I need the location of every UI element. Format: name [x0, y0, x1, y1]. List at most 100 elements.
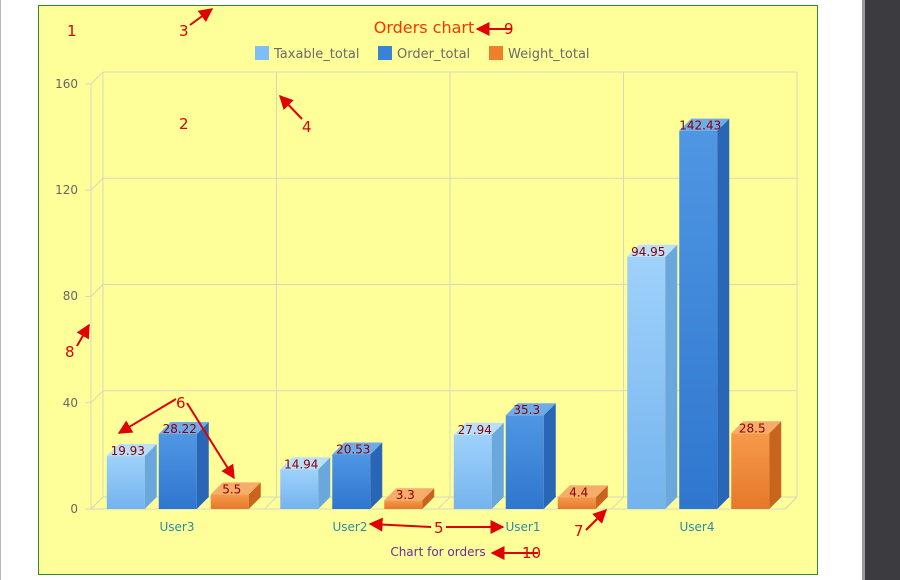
x-category-label: User1: [506, 520, 541, 534]
x-tick-mark: [437, 496, 451, 510]
bar-front: [627, 256, 666, 509]
x-category-label: User4: [680, 520, 715, 534]
bar-side: [595, 485, 608, 509]
data-label: 94.95: [631, 245, 665, 259]
annotation-arrow-6-left: [117, 398, 177, 434]
bar: [627, 244, 678, 509]
grid-line: [90, 177, 104, 191]
x-axis-categories: User3 User2 User1 User4: [160, 520, 715, 534]
annotation-arrow-7: [585, 509, 607, 531]
annotation-number-4: 4: [302, 118, 312, 136]
bar: [384, 488, 435, 509]
data-label: 4.4: [569, 485, 588, 499]
bar-top: [384, 488, 435, 501]
annotation-arrow-8: [76, 323, 90, 347]
data-label: 3.3: [396, 488, 415, 502]
bar-side: [717, 118, 730, 509]
y-tick-label: 80: [63, 289, 78, 303]
annotation-number-1: 1: [67, 22, 77, 40]
x-tick-mark: [90, 496, 104, 510]
data-labels: 19.93 28.22 5.5 14.94 20.53 3.3 27.94 35.3 4.4 94…: [111, 119, 766, 503]
grid-line: [90, 71, 104, 85]
data-label: 5.5: [222, 482, 241, 496]
legend-label-order: Order_total: [397, 47, 470, 62]
grid-line: [90, 284, 104, 297]
bar-side: [769, 421, 782, 509]
data-label: 27.94: [458, 423, 492, 437]
bar: [505, 403, 556, 509]
floor-right-line: [784, 496, 798, 510]
bar: [106, 444, 157, 509]
annotation-arrow-3: [189, 8, 214, 26]
bar-front: [280, 469, 319, 509]
bar: [731, 421, 782, 509]
annotation-number-6: 6: [176, 394, 186, 412]
data-label: 35.3: [513, 403, 540, 417]
scrollbar-track[interactable]: [865, 0, 900, 580]
bar: [453, 422, 504, 509]
y-tick-label: 0: [70, 502, 78, 516]
bar-top: [158, 422, 209, 435]
bar: [210, 482, 261, 509]
annotation-arrows: [76, 8, 607, 560]
bar-side: [144, 444, 157, 509]
bar-side: [248, 482, 261, 509]
bar-front: [679, 130, 718, 509]
y-axis-ticks: 0 40 80 120 160: [55, 77, 78, 516]
annotation-number-3: 3: [179, 22, 189, 40]
data-label: 142.43: [679, 119, 721, 133]
bar-top: [731, 421, 782, 434]
legend-swatch-weight: [489, 46, 503, 60]
x-tick-mark: [611, 496, 624, 510]
bar: [280, 457, 331, 509]
bar-top: [557, 485, 608, 498]
annotation-arrow-6-right: [186, 402, 235, 480]
bar-top: [280, 457, 331, 470]
annotation-arrow-5-left: [368, 517, 432, 532]
legend-swatch-taxable: [255, 46, 269, 60]
data-label: 20.53: [336, 442, 370, 456]
bar-side: [370, 442, 383, 509]
bar: [332, 442, 383, 509]
bar-top: [627, 244, 678, 257]
bar-side: [665, 244, 678, 509]
annotation-number-5: 5: [434, 519, 444, 537]
chart-title: Orders chart: [374, 18, 474, 37]
data-label: 14.94: [284, 457, 318, 471]
bar-front: [332, 454, 371, 509]
annotation-arrow-4: [279, 94, 303, 120]
bar-front: [158, 434, 197, 509]
bar-side: [196, 422, 209, 509]
bar-front: [505, 415, 544, 509]
page-edge: [862, 0, 865, 580]
bar-side: [318, 457, 331, 509]
annotation-number-7: 7: [574, 522, 584, 540]
y-tick-label: 120: [55, 183, 78, 197]
legend-label-taxable: Taxable_total: [273, 47, 360, 62]
annotation-number-8: 8: [65, 343, 75, 361]
bar-side: [422, 488, 435, 509]
data-label: 28.5: [739, 421, 766, 435]
data-label: 28.22: [163, 422, 197, 436]
bars: [106, 118, 782, 509]
legend: Taxable_total Order_total Weight_total: [255, 46, 590, 62]
bar-top: [210, 482, 261, 495]
data-label: 19.93: [111, 444, 145, 458]
bar-top: [106, 444, 157, 457]
bar: [158, 422, 209, 509]
bar-front: [731, 433, 770, 509]
bar-top: [332, 442, 383, 455]
bar-front: [106, 456, 145, 509]
y-tick-label: 40: [63, 396, 78, 410]
bar: [557, 485, 608, 509]
x-tick-mark: [264, 496, 277, 510]
x-category-label: User3: [160, 520, 195, 534]
grid-line: [90, 390, 104, 404]
x-category-label: User2: [333, 520, 368, 534]
bar-top: [453, 422, 504, 435]
bar-front: [384, 500, 423, 509]
bar-side: [491, 422, 504, 509]
window-border: [0, 0, 1, 580]
y-tick-label: 160: [55, 77, 78, 91]
